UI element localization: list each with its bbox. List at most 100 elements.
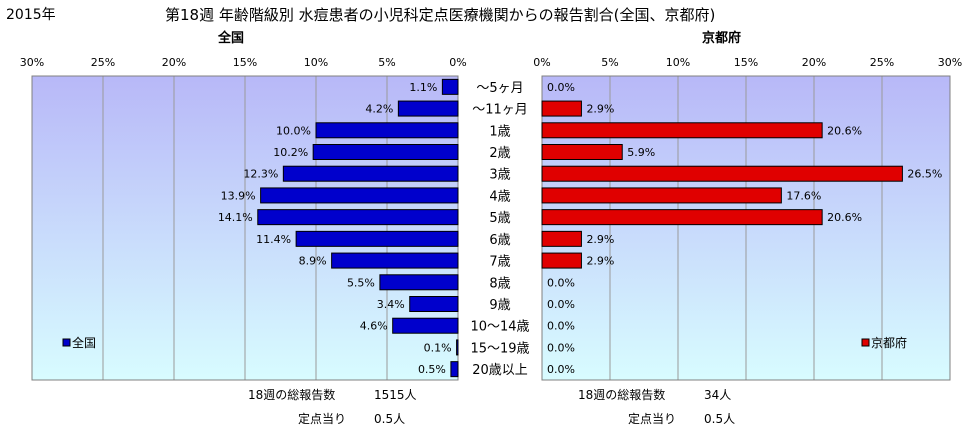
national-tick-label: 5% bbox=[378, 56, 395, 69]
age-category-label: 〜5ヶ月 bbox=[476, 81, 523, 96]
national-bar bbox=[331, 252, 459, 269]
age-category-label: 6歳 bbox=[489, 233, 510, 248]
kyoto-plot-border bbox=[541, 75, 951, 381]
age-category-label: 1歳 bbox=[489, 124, 510, 139]
national-bar bbox=[315, 122, 459, 139]
national-tick-label: 10% bbox=[304, 56, 328, 69]
year-label: 2015年 bbox=[6, 7, 56, 23]
national-legend-swatch bbox=[62, 338, 71, 347]
national-total-value: 1515人 bbox=[374, 388, 417, 402]
kyoto-bar bbox=[541, 230, 582, 247]
national-tick-label: 15% bbox=[233, 56, 257, 69]
kyoto-tick-label: 25% bbox=[870, 56, 894, 69]
national-tick-label: 0% bbox=[449, 56, 466, 69]
age-category-label: 5歳 bbox=[489, 211, 510, 226]
national-bar bbox=[441, 78, 459, 95]
age-category-label: 〜11ヶ月 bbox=[472, 103, 528, 118]
national-bar bbox=[397, 100, 459, 117]
national-value-label: 8.9% bbox=[299, 255, 327, 268]
national-bar bbox=[379, 274, 459, 291]
national-bar bbox=[312, 144, 459, 160]
national-bar bbox=[456, 339, 459, 356]
kyoto-value-label: 0.0% bbox=[547, 341, 575, 354]
age-category-label: 7歳 bbox=[489, 255, 510, 270]
national-per-site-value: 0.5人 bbox=[374, 412, 406, 426]
kyoto-value-label: 0.0% bbox=[547, 276, 575, 289]
age-category-label: 2歳 bbox=[489, 146, 510, 161]
age-category-label: 10〜14歳 bbox=[470, 320, 529, 335]
category-labels: 〜5ヶ月〜11ヶ月 1歳 2歳 3歳 4歳 5歳 6歳 7歳 8歳 9歳 10〜14歳 15〜19歳 2… bbox=[470, 81, 529, 378]
national-legend-label: 全国 bbox=[72, 335, 96, 350]
kyoto-tick-label: 20% bbox=[802, 56, 826, 69]
kyoto-value-label: 2.9% bbox=[586, 233, 614, 246]
national-tick-label: 20% bbox=[162, 56, 186, 69]
kyoto-tick-label: 30% bbox=[938, 56, 962, 69]
kyoto-legend-label: 京都府 bbox=[871, 335, 907, 350]
age-category-label: 3歳 bbox=[489, 168, 510, 183]
national-bar bbox=[295, 230, 459, 247]
national-value-label: 0.5% bbox=[418, 363, 446, 376]
kyoto-bar bbox=[541, 122, 823, 139]
kyoto-value-label: 17.6% bbox=[786, 189, 821, 202]
kyoto-total-value: 34人 bbox=[704, 388, 732, 402]
kyoto-total-label: 18週の総報告数 bbox=[578, 388, 666, 402]
age-category-label: 15〜19歳 bbox=[470, 341, 529, 356]
national-value-label: 1.1% bbox=[409, 81, 437, 94]
kyoto-value-label: 0.0% bbox=[547, 363, 575, 376]
national-plot-border bbox=[31, 75, 459, 381]
kyoto-value-label: 26.5% bbox=[907, 168, 942, 181]
kyoto-tick-label: 10% bbox=[666, 56, 690, 69]
national-tick-label: 30% bbox=[20, 56, 44, 69]
kyoto-bar bbox=[541, 144, 623, 160]
national-value-label: 4.2% bbox=[365, 103, 393, 116]
national-bar bbox=[392, 317, 459, 334]
age-category-label: 4歳 bbox=[489, 189, 510, 204]
national-bar bbox=[450, 361, 459, 378]
age-category-label: 9歳 bbox=[489, 298, 510, 313]
kyoto-value-label: 2.9% bbox=[586, 255, 614, 268]
national-value-label: 11.4% bbox=[256, 233, 291, 246]
national-value-label: 12.3% bbox=[243, 168, 278, 181]
kyoto-bar bbox=[541, 187, 782, 204]
kyoto-chart: 0% 5% 10% 15% 20% 25% 30% 0.0% 2.9% 20.6% 5.9% 26.5… bbox=[533, 56, 962, 381]
national-value-label: 0.1% bbox=[424, 341, 452, 354]
national-value-label: 10.0% bbox=[276, 124, 311, 137]
kyoto-tick-label: 5% bbox=[601, 56, 618, 69]
national-panel-title: 全国 bbox=[218, 31, 245, 46]
age-category-label: 20歳以上 bbox=[472, 363, 528, 378]
national-tick-label: 25% bbox=[91, 56, 115, 69]
kyoto-value-label: 0.0% bbox=[547, 298, 575, 311]
national-bar bbox=[282, 165, 459, 182]
national-value-label: 10.2% bbox=[273, 146, 308, 159]
kyoto-panel-title: 京都府 bbox=[702, 31, 742, 46]
kyoto-bar bbox=[541, 100, 582, 117]
kyoto-value-label: 20.6% bbox=[827, 124, 862, 137]
kyoto-legend-swatch bbox=[861, 338, 870, 347]
kyoto-value-label: 0.0% bbox=[547, 320, 575, 333]
kyoto-bar bbox=[541, 209, 823, 226]
chart-title: 第18週 年齢階級別 水痘患者の小児科定点医療機関からの報告割合(全国、京都府) bbox=[165, 6, 716, 24]
national-bar bbox=[409, 296, 459, 312]
national-total-label: 18週の総報告数 bbox=[248, 388, 336, 402]
kyoto-value-label: 20.6% bbox=[827, 211, 862, 224]
national-bar bbox=[257, 209, 459, 226]
national-chart: 30% 25% 20% 15% 10% 5% 0% 1.1% 4.2% 10.0% 10.2% 12.… bbox=[20, 56, 467, 381]
kyoto-per-site-value: 0.5人 bbox=[704, 412, 736, 426]
kyoto-per-site-label: 定点当り bbox=[628, 412, 677, 426]
national-value-label: 14.1% bbox=[218, 211, 253, 224]
national-value-label: 4.6% bbox=[360, 320, 388, 333]
kyoto-tick-label: 0% bbox=[533, 56, 550, 69]
kyoto-value-label: 0.0% bbox=[547, 81, 575, 94]
kyoto-bar bbox=[541, 165, 903, 182]
kyoto-value-label: 5.9% bbox=[627, 146, 655, 159]
national-value-label: 3.4% bbox=[377, 298, 405, 311]
national-per-site-label: 定点当り bbox=[298, 412, 347, 426]
age-category-label: 8歳 bbox=[489, 276, 510, 291]
national-value-label: 13.9% bbox=[221, 189, 256, 202]
kyoto-bar bbox=[541, 252, 582, 269]
national-bar bbox=[260, 187, 459, 204]
kyoto-tick-label: 15% bbox=[734, 56, 758, 69]
national-value-label: 5.5% bbox=[347, 276, 375, 289]
kyoto-value-label: 2.9% bbox=[586, 103, 614, 116]
